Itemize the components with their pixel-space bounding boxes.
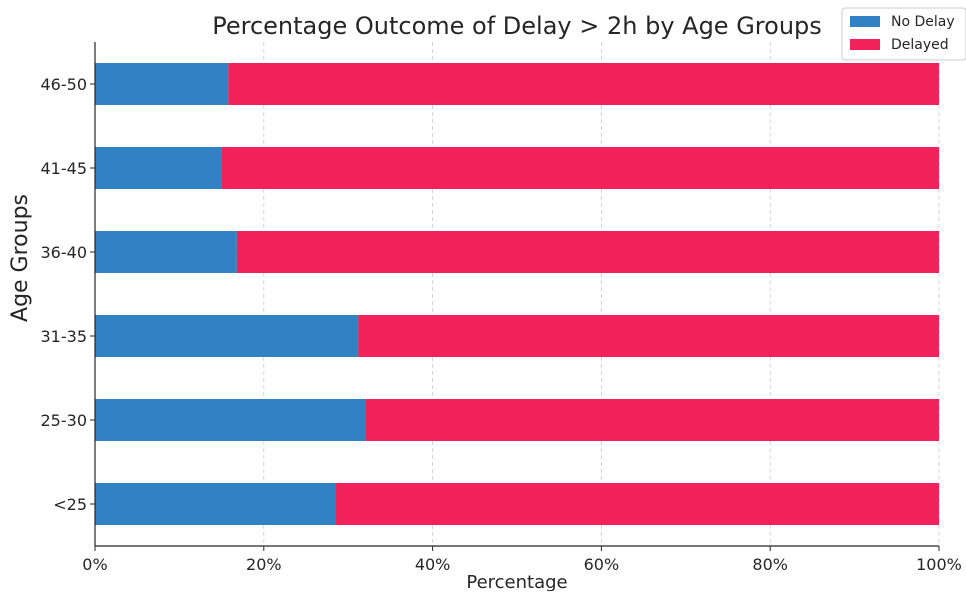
x-tick-label: 20%	[246, 555, 282, 574]
y-axis-ticks: <25 25-30 31-35 36-40 41-45 46-50	[41, 75, 95, 514]
bar-no-delay	[95, 231, 237, 273]
bar-no-delay	[95, 315, 359, 357]
x-tick-label: 60%	[584, 555, 620, 574]
legend-label-delayed: Delayed	[891, 37, 949, 53]
x-tick-label: 100%	[916, 555, 962, 574]
y-tick-label: 41-45	[41, 159, 88, 178]
y-axis-label: Age Groups	[8, 194, 33, 322]
bar-no-delay	[95, 63, 229, 105]
bar-delayed	[221, 147, 940, 189]
bar-no-delay	[95, 483, 336, 525]
y-tick-label: 25-30	[41, 411, 88, 430]
y-tick-label: 31-35	[41, 327, 88, 346]
bar-no-delay	[95, 399, 366, 441]
legend: No Delay Delayed	[841, 7, 966, 61]
y-tick-label: 36-40	[41, 243, 88, 262]
x-axis-ticks: 0% 20% 40% 60% 80% 100%	[82, 546, 962, 574]
grid-lines	[94, 42, 940, 546]
y-tick-label: 46-50	[41, 75, 88, 94]
bar-delayed	[358, 315, 939, 357]
bar-delayed	[335, 483, 939, 525]
bar-delayed	[365, 399, 940, 441]
y-tick-label: <25	[53, 495, 87, 514]
bar-delayed	[228, 63, 940, 105]
bar-no-delay	[95, 147, 222, 189]
bars	[95, 63, 940, 525]
chart-title: Percentage Outcome of Delay > 2h by Age …	[212, 12, 822, 40]
x-tick-label: 40%	[415, 555, 451, 574]
x-tick-label: 80%	[752, 555, 788, 574]
legend-swatch-no-delay	[850, 16, 880, 27]
bar-delayed	[236, 231, 940, 273]
legend-swatch-delayed	[850, 39, 880, 50]
x-axis-label: Percentage	[466, 572, 567, 591]
x-tick-label: 0%	[82, 555, 107, 574]
legend-label-no-delay: No Delay	[891, 14, 955, 30]
